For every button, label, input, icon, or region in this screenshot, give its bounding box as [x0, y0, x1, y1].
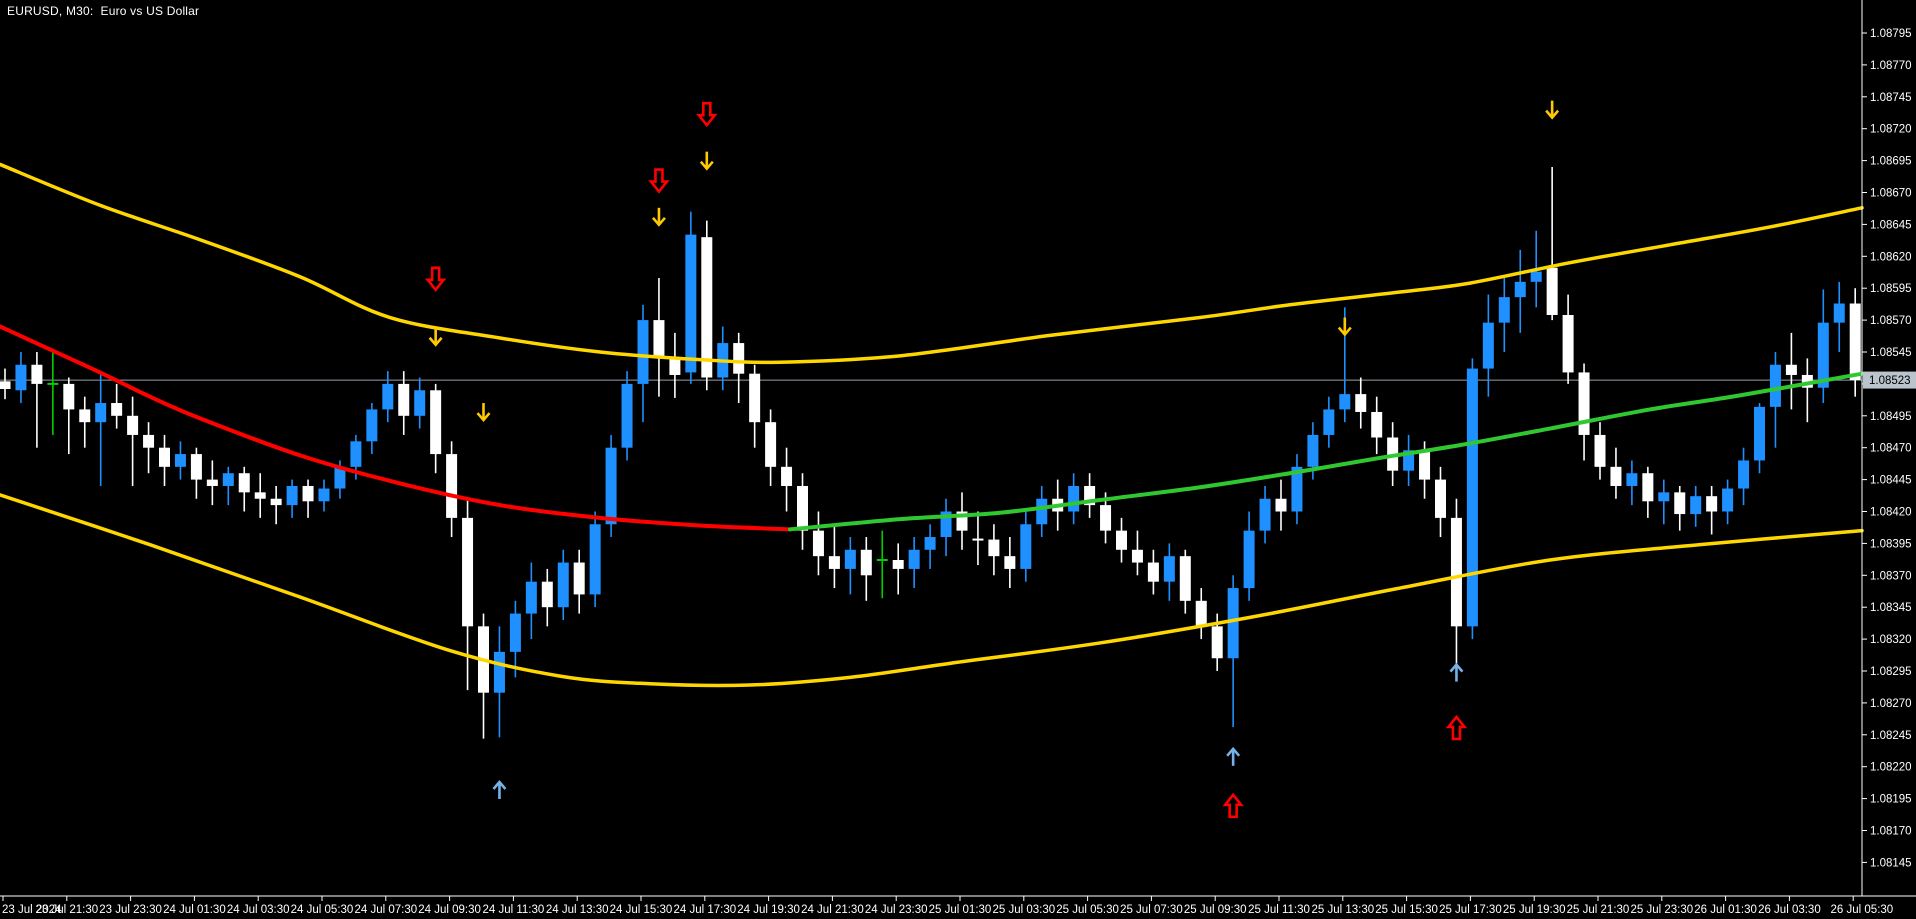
sell-arrow-icon: [1545, 100, 1560, 120]
svg-text:24 Jul 21:30: 24 Jul 21:30: [801, 904, 864, 916]
sell-arrow-icon: [699, 151, 714, 171]
svg-text:1.08295: 1.08295: [1870, 666, 1912, 678]
sell-arrow-icon: [428, 327, 443, 347]
envelope-bands: [0, 162, 1864, 688]
svg-text:1.08495: 1.08495: [1870, 411, 1912, 423]
svg-text:25 Jul 15:30: 25 Jul 15:30: [1375, 904, 1438, 916]
svg-text:24 Jul 05:30: 24 Jul 05:30: [291, 904, 354, 916]
svg-text:1.08145: 1.08145: [1870, 857, 1912, 869]
svg-text:1.08420: 1.08420: [1870, 507, 1912, 519]
trend-moving-average: [0, 324, 1864, 532]
buy-arrow-icon: [1226, 746, 1241, 766]
svg-text:1.08695: 1.08695: [1870, 156, 1912, 168]
svg-text:26 Jul 05:30: 26 Jul 05:30: [1831, 904, 1894, 916]
svg-text:25 Jul 03:30: 25 Jul 03:30: [992, 904, 1055, 916]
svg-text:25 Jul 23:30: 25 Jul 23:30: [1630, 904, 1693, 916]
svg-text:1.08745: 1.08745: [1870, 92, 1912, 104]
svg-text:25 Jul 01:30: 25 Jul 01:30: [929, 904, 992, 916]
sell-arrow-icon: [651, 207, 666, 227]
svg-text:1.08445: 1.08445: [1870, 475, 1912, 487]
buy-arrow-icon: [492, 780, 507, 800]
svg-text:25 Jul 05:30: 25 Jul 05:30: [1056, 904, 1119, 916]
svg-text:24 Jul 17:30: 24 Jul 17:30: [673, 904, 736, 916]
svg-text:23 Jul 23:30: 23 Jul 23:30: [99, 904, 162, 916]
svg-text:25 Jul 11:30: 25 Jul 11:30: [1248, 904, 1310, 916]
svg-text:1.08170: 1.08170: [1870, 826, 1912, 838]
svg-text:1.08345: 1.08345: [1870, 602, 1912, 614]
svg-text:1.08245: 1.08245: [1870, 730, 1912, 742]
svg-text:1.08670: 1.08670: [1870, 188, 1912, 200]
svg-text:24 Jul 13:30: 24 Jul 13:30: [546, 904, 609, 916]
buy-arrow-icon: [1449, 662, 1464, 682]
svg-text:1.08270: 1.08270: [1870, 698, 1912, 710]
svg-text:24 Jul 03:30: 24 Jul 03:30: [227, 904, 290, 916]
svg-text:25 Jul 13:30: 25 Jul 13:30: [1311, 904, 1374, 916]
svg-text:1.08770: 1.08770: [1870, 60, 1912, 72]
svg-text:1.08220: 1.08220: [1870, 762, 1912, 774]
svg-text:24 Jul 07:30: 24 Jul 07:30: [354, 904, 417, 916]
current-price-box: 1.08523: [1863, 371, 1916, 389]
svg-text:1.08523: 1.08523: [1869, 375, 1911, 387]
svg-text:24 Jul 11:30: 24 Jul 11:30: [482, 904, 544, 916]
strong-buy-arrow-icon: [1222, 792, 1244, 819]
svg-text:1.08195: 1.08195: [1870, 794, 1912, 806]
svg-text:1.08795: 1.08795: [1870, 28, 1912, 40]
svg-text:23 Jul 2024: 23 Jul 2024: [2, 904, 62, 916]
svg-text:24 Jul 15:30: 24 Jul 15:30: [610, 904, 673, 916]
chart-title: EURUSD, M30: Euro vs US Dollar: [7, 4, 200, 18]
svg-text:1.08320: 1.08320: [1870, 634, 1912, 646]
svg-text:1.08370: 1.08370: [1870, 570, 1912, 582]
svg-text:25 Jul 07:30: 25 Jul 07:30: [1120, 904, 1183, 916]
svg-text:25 Jul 21:30: 25 Jul 21:30: [1567, 904, 1630, 916]
strong-sell-arrow-icon: [696, 101, 718, 128]
svg-text:23 Jul 21:30: 23 Jul 21:30: [35, 904, 98, 916]
svg-text:1.08395: 1.08395: [1870, 538, 1912, 550]
svg-text:25 Jul 19:30: 25 Jul 19:30: [1503, 904, 1566, 916]
sell-arrow-icon: [476, 403, 491, 423]
strong-sell-arrow-icon: [648, 168, 670, 194]
svg-text:1.08595: 1.08595: [1870, 283, 1912, 295]
svg-text:1.08545: 1.08545: [1870, 347, 1912, 359]
svg-text:1.08720: 1.08720: [1870, 124, 1912, 136]
svg-text:24 Jul 19:30: 24 Jul 19:30: [737, 904, 800, 916]
svg-text:26 Jul 01:30: 26 Jul 01:30: [1694, 904, 1757, 916]
svg-text:1.08570: 1.08570: [1870, 315, 1912, 327]
svg-text:24 Jul 01:30: 24 Jul 01:30: [163, 904, 226, 916]
signal-arrows: [424, 100, 1560, 819]
sell-arrow-icon: [1337, 317, 1352, 337]
svg-text:1.08645: 1.08645: [1870, 219, 1912, 231]
svg-text:25 Jul 17:30: 25 Jul 17:30: [1439, 904, 1502, 916]
svg-text:26 Jul 03:30: 26 Jul 03:30: [1758, 904, 1821, 916]
svg-text:24 Jul 09:30: 24 Jul 09:30: [418, 904, 481, 916]
candlesticks: [0, 166, 1861, 739]
strong-sell-arrow-icon: [424, 266, 447, 292]
svg-text:24 Jul 23:30: 24 Jul 23:30: [865, 904, 928, 916]
price-axis[interactable]: 1.08795 1.08770 1.08745 1.08720 1.08695 1.086…: [1861, 0, 1912, 896]
svg-text:25 Jul 09:30: 25 Jul 09:30: [1184, 904, 1247, 916]
svg-text:1.08470: 1.08470: [1870, 443, 1912, 455]
svg-text:1.08620: 1.08620: [1870, 251, 1912, 263]
strong-buy-arrow-icon: [1445, 714, 1468, 741]
